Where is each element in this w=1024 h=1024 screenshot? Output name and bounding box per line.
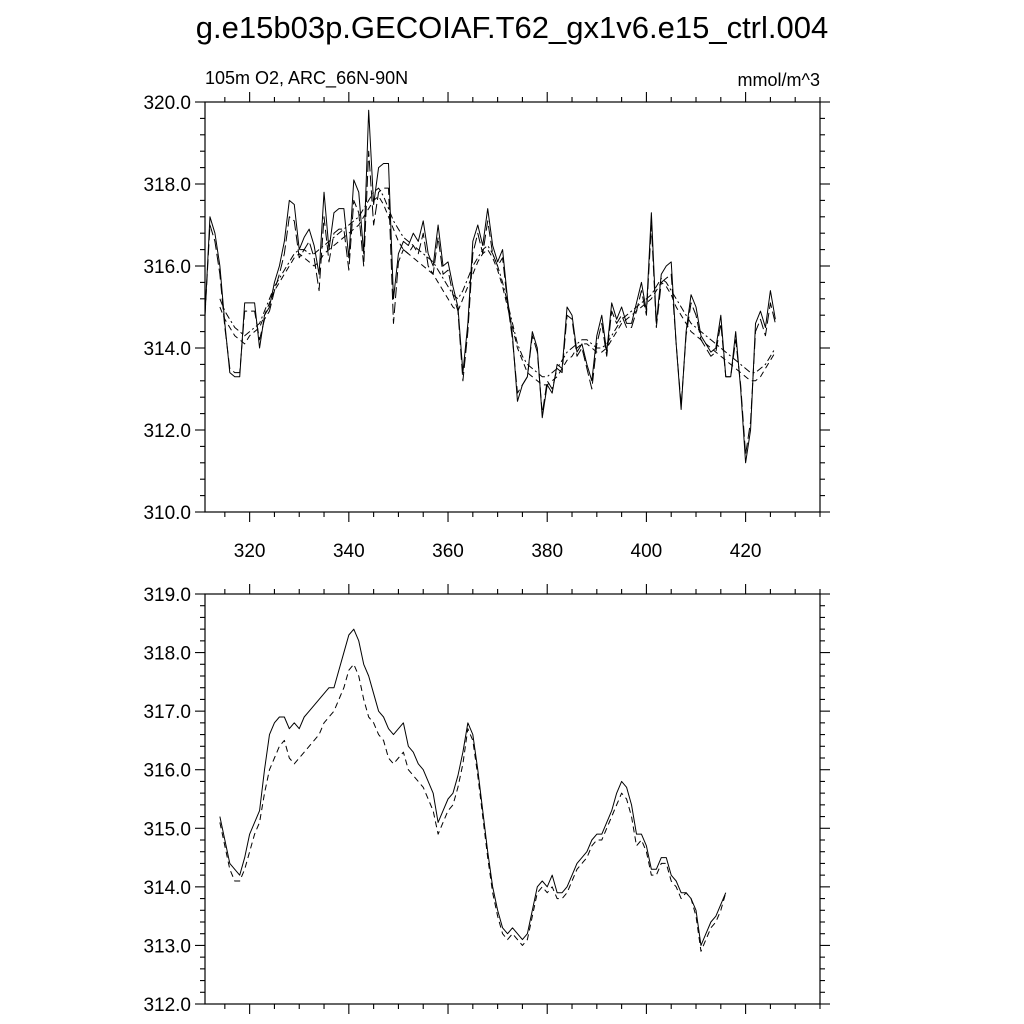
series-line-3 (219, 195, 776, 386)
main-title: g.e15b03p.GECOIAF.T62_gx1v6.e15_ctrl.004 (196, 10, 828, 45)
y-tick-label: 318.0 (143, 175, 191, 196)
y-tick-label: 315.0 (143, 819, 191, 840)
series-line-4 (219, 187, 776, 378)
bottom-panel: 312.0 313.0 314.0 315.0 316.0 317.0 318.0 319.0 (143, 584, 830, 1016)
series-line-1 (219, 628, 727, 946)
top-panel-ticks: 310.0 312.0 314.0 316.0 318.0 320.0 320 340 360 3… (143, 92, 830, 562)
series-line-2 (204, 150, 776, 456)
series-line-2 (219, 663, 727, 952)
top-panel-frame (204, 101, 821, 513)
series-line-1 (204, 109, 776, 464)
y-tick-label: 312.0 (143, 995, 191, 1016)
top-panel: 105m O2, ARC_66N-90N mmol/m^3 310.0 312.0… (143, 68, 830, 562)
x-tick-label: 380 (531, 541, 563, 562)
x-tick-label: 360 (432, 541, 464, 562)
y-tick-label: 320.0 (143, 93, 191, 114)
variable-label: 105m O2, ARC_66N-90N (205, 68, 408, 89)
y-tick-label: 314.0 (143, 878, 191, 899)
y-tick-label: 314.0 (143, 339, 191, 360)
y-tick-label: 319.0 (143, 585, 191, 606)
units-label: mmol/m^3 (738, 70, 820, 90)
bottom-panel-frame (204, 593, 821, 1005)
bottom-panel-ticks: 312.0 313.0 314.0 315.0 316.0 317.0 318.0 319.0 (143, 584, 830, 1016)
y-tick-label: 316.0 (143, 257, 191, 278)
y-tick-label: 312.0 (143, 421, 191, 442)
y-tick-label: 318.0 (143, 644, 191, 665)
x-tick-label: 400 (631, 541, 663, 562)
x-tick-label: 340 (333, 541, 365, 562)
top-panel-series (204, 109, 776, 464)
x-tick-label: 420 (730, 541, 762, 562)
y-tick-label: 313.0 (143, 936, 191, 957)
bottom-panel-series (219, 628, 727, 952)
x-tick-label: 320 (234, 541, 266, 562)
y-tick-label: 310.0 (143, 503, 191, 524)
y-tick-label: 316.0 (143, 761, 191, 782)
y-tick-label: 317.0 (143, 702, 191, 723)
